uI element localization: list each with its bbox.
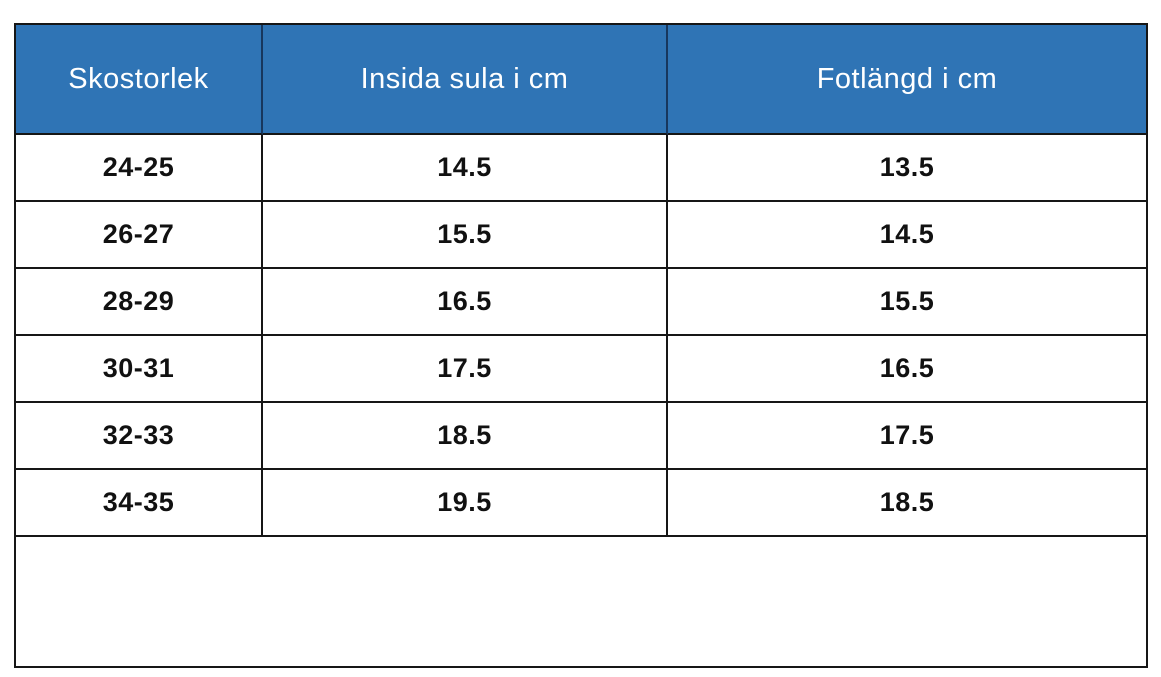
- table-cell-insole: 18.5: [263, 403, 668, 470]
- size-table: Skostorlek Insida sula i cm Fotlängd i c…: [14, 23, 1148, 668]
- table-cell-size: 26-27: [16, 202, 263, 269]
- table-cell-footlength: 15.5: [668, 269, 1146, 336]
- table-cell-insole: 17.5: [263, 336, 668, 403]
- column-header-fotlangd: Fotlängd i cm: [668, 25, 1146, 135]
- table-cell-insole: 15.5: [263, 202, 668, 269]
- table-cell-footlength: 14.5: [668, 202, 1146, 269]
- table-cell-size: 24-25: [16, 135, 263, 202]
- table-cell-footlength: 16.5: [668, 336, 1146, 403]
- table-cell-footlength: 13.5: [668, 135, 1146, 202]
- table-cell-footlength: 18.5: [668, 470, 1146, 537]
- table-cell-insole: 14.5: [263, 135, 668, 202]
- column-header-insida-sula: Insida sula i cm: [263, 25, 668, 135]
- empty-footer-row: [16, 537, 1146, 666]
- table-cell-size: 30-31: [16, 336, 263, 403]
- table-cell-insole: 19.5: [263, 470, 668, 537]
- table-cell-size: 34-35: [16, 470, 263, 537]
- table-cell-footlength: 17.5: [668, 403, 1146, 470]
- table-cell-size: 32-33: [16, 403, 263, 470]
- column-header-skostorlek: Skostorlek: [16, 25, 263, 135]
- table-cell-size: 28-29: [16, 269, 263, 336]
- table-cell-insole: 16.5: [263, 269, 668, 336]
